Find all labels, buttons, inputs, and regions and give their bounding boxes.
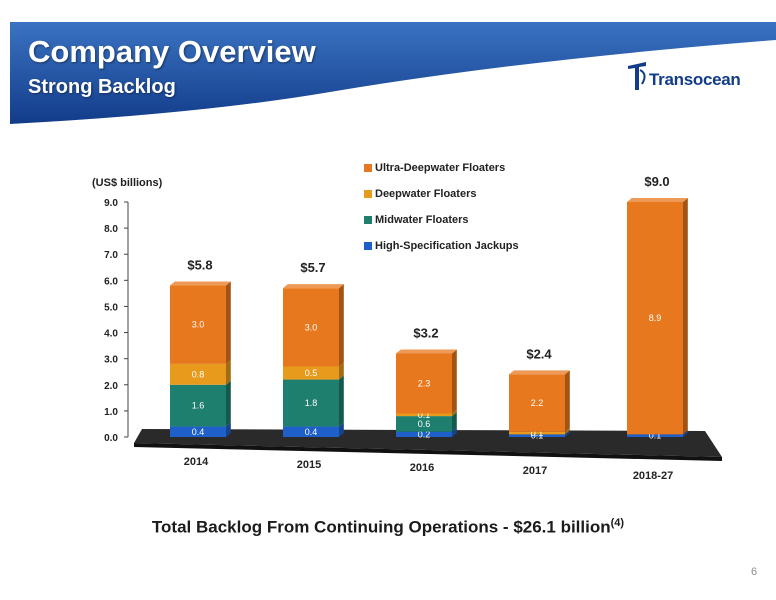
bar-segment-side [683, 198, 688, 435]
bar-segment-side [452, 412, 457, 432]
y-tick-label: 5.0 [104, 302, 118, 313]
bar-segment-side [565, 370, 570, 432]
bar-segment [509, 434, 565, 437]
y-axis-unit-label: (US$ billions) [92, 177, 163, 189]
bar-segment [170, 384, 226, 427]
bar-segment [509, 374, 565, 432]
bar-value-label: 0.1 [531, 431, 544, 441]
bar-top-face [170, 281, 231, 286]
bar-value-label: 8.9 [649, 313, 662, 323]
legend-label: Deepwater Floaters [375, 188, 476, 200]
legend-swatch [364, 242, 372, 250]
y-tick-label: 9.0 [104, 198, 118, 209]
bar-value-label: 0.1 [531, 428, 544, 438]
bar-total-label: $5.7 [300, 260, 325, 275]
legend-label: Ultra-Deepwater Floaters [375, 162, 505, 174]
bar-segment [170, 426, 226, 437]
bar-top-face [396, 349, 457, 354]
bar-segment [396, 431, 452, 437]
bar-value-label: 0.4 [192, 427, 205, 437]
bar-top-face [509, 370, 570, 375]
bar-total-label: $5.8 [187, 258, 212, 273]
bar-segment-side [226, 281, 231, 364]
y-tick-label: 7.0 [104, 250, 118, 261]
transocean-logo: Transocean [626, 60, 766, 96]
transocean-logo-icon [628, 62, 646, 90]
x-category-label: 2014 [184, 456, 209, 468]
header-banner: Company Overview Strong Backlog Transoce… [0, 0, 776, 130]
x-category-label: 2016 [410, 462, 434, 474]
bar-segment-side [452, 349, 457, 414]
bar-value-label: 0.5 [305, 368, 318, 378]
footer-text: Total Backlog From Continuing Operations… [151, 517, 611, 537]
page-title: Company Overview [28, 34, 316, 69]
bar-segment-side [565, 427, 570, 435]
bar-segment [396, 413, 452, 417]
page-subtitle: Strong Backlog [28, 76, 176, 98]
y-tick-label: 8.0 [104, 224, 118, 235]
bar-value-label: 0.4 [305, 427, 318, 437]
footnote-marker: (4) [610, 517, 625, 529]
bar-segment [627, 202, 683, 435]
bar-segment-side [339, 422, 344, 437]
bar-top-face [283, 284, 344, 289]
y-tick-label: 3.0 [104, 355, 118, 366]
bar-segment-side [339, 375, 344, 427]
bar-segment [283, 379, 339, 427]
bar-total-label: $3.2 [413, 325, 438, 340]
bar-value-label: 2.3 [418, 378, 431, 388]
bar-value-label: 0.8 [192, 369, 205, 379]
banner-background [10, 22, 776, 124]
bar-value-label: 0.1 [418, 410, 431, 420]
legend-label: High-Specification Jackups [375, 240, 519, 252]
bar-segment [283, 426, 339, 437]
x-category-label: 2018-27 [633, 470, 673, 482]
bar-segment [283, 366, 339, 380]
bar-value-label: 2.2 [531, 398, 544, 408]
page-number: 6 [751, 566, 758, 578]
footer-total: Total Backlog From Continuing Operations… [0, 517, 776, 538]
y-tick-label: 4.0 [104, 329, 118, 340]
legend-swatch [364, 216, 372, 224]
logo-wordmark: Transocean [649, 70, 741, 89]
y-tick-label: 1.0 [104, 407, 118, 418]
bar-segment [170, 363, 226, 385]
chart-floor [134, 429, 722, 457]
legend-swatch [364, 164, 372, 172]
bar-value-label: 0.2 [418, 429, 431, 439]
legend-label: Midwater Floaters [375, 214, 469, 226]
bar-segment-side [452, 409, 457, 417]
y-tick-label: 6.0 [104, 276, 118, 287]
bar-total-label: $9.0 [644, 174, 669, 189]
chart-floor-edge [134, 443, 722, 461]
x-category-label: 2017 [523, 465, 547, 477]
bar-top-face [627, 198, 688, 202]
bar-value-label: 0.1 [649, 431, 662, 441]
bar-value-label: 0.6 [418, 419, 431, 429]
bar-segment-side [565, 430, 570, 437]
bar-segment-side [339, 362, 344, 380]
bar-segment-side [683, 430, 688, 437]
bar-segment [283, 288, 339, 367]
bar-segment [170, 285, 226, 364]
y-tick-label: 2.0 [104, 381, 118, 392]
bar-value-label: 3.0 [305, 322, 318, 332]
bar-total-label: $2.4 [526, 346, 552, 361]
x-category-label: 2015 [297, 459, 321, 471]
bar-value-label: 1.8 [305, 398, 318, 408]
bar-segment-side [339, 284, 344, 367]
y-tick-label: 0.0 [104, 433, 118, 444]
bar-segment-side [226, 380, 231, 427]
bar-segment-side [226, 422, 231, 437]
legend-swatch [364, 190, 372, 198]
bar-segment [627, 434, 683, 437]
bar-segment [509, 431, 565, 435]
bar-segment-side [452, 427, 457, 437]
bar-segment-side [226, 359, 231, 385]
bar-segment [396, 353, 452, 414]
bar-value-label: 1.6 [192, 401, 205, 411]
bar-segment [396, 416, 452, 432]
bar-value-label: 3.0 [192, 320, 205, 330]
